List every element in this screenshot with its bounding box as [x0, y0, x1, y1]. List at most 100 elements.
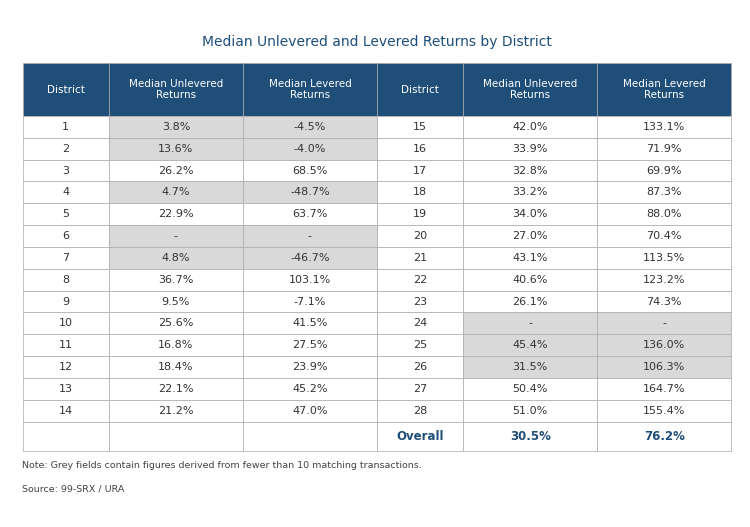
Bar	[464, 313, 597, 334]
Bar	[243, 247, 376, 269]
Bar	[109, 356, 243, 378]
Bar	[597, 203, 731, 225]
Bar	[243, 400, 376, 422]
Bar	[376, 313, 464, 334]
Bar	[376, 356, 464, 378]
Text: 4: 4	[62, 188, 69, 197]
Text: 13.6%: 13.6%	[158, 144, 194, 154]
Text: 106.3%: 106.3%	[644, 362, 686, 372]
Text: 22: 22	[413, 275, 428, 285]
Bar	[243, 225, 376, 247]
Text: 22.1%: 22.1%	[158, 384, 194, 394]
Bar	[22, 422, 109, 451]
Bar	[376, 203, 464, 225]
Bar	[464, 334, 597, 356]
Bar	[243, 290, 376, 313]
Bar	[22, 63, 109, 116]
Bar	[109, 290, 243, 313]
Text: 32.8%: 32.8%	[512, 165, 548, 175]
Bar	[109, 400, 243, 422]
Text: 25: 25	[413, 340, 428, 350]
Text: 23.9%: 23.9%	[292, 362, 328, 372]
Bar	[597, 400, 731, 422]
Text: 36.7%: 36.7%	[158, 275, 194, 285]
Bar	[464, 203, 597, 225]
Text: 41.5%: 41.5%	[292, 318, 328, 328]
Bar	[22, 290, 109, 313]
Bar	[597, 269, 731, 290]
Text: 23: 23	[413, 297, 428, 307]
Text: 10: 10	[58, 318, 73, 328]
Bar	[109, 63, 243, 116]
Text: 27: 27	[413, 384, 428, 394]
Bar	[243, 181, 376, 203]
Bar	[243, 356, 376, 378]
Bar	[109, 225, 243, 247]
Bar	[243, 63, 376, 116]
Bar	[376, 247, 464, 269]
Text: 3.8%: 3.8%	[162, 122, 190, 132]
Bar	[243, 116, 376, 138]
Text: 47.0%: 47.0%	[292, 406, 328, 416]
Bar	[464, 356, 597, 378]
Bar	[109, 313, 243, 334]
Text: Source: 99-SRX / URA: Source: 99-SRX / URA	[22, 485, 125, 494]
Bar	[109, 334, 243, 356]
Text: 31.5%: 31.5%	[513, 362, 548, 372]
Text: 9: 9	[62, 297, 69, 307]
Bar	[464, 225, 597, 247]
Bar	[376, 334, 464, 356]
Bar	[464, 63, 597, 116]
Bar	[243, 422, 376, 451]
Text: 12: 12	[58, 362, 73, 372]
Text: -4.5%: -4.5%	[294, 122, 326, 132]
Text: -: -	[174, 231, 178, 241]
Text: 71.9%: 71.9%	[646, 144, 682, 154]
Text: 8: 8	[62, 275, 69, 285]
Bar	[22, 160, 109, 181]
Bar	[597, 290, 731, 313]
Bar	[376, 378, 464, 400]
Text: 26.2%: 26.2%	[158, 165, 194, 175]
Bar	[22, 138, 109, 160]
Text: Note: Grey fields contain figures derived from fewer than 10 matching transactio: Note: Grey fields contain figures derive…	[22, 461, 422, 470]
Bar	[243, 138, 376, 160]
Bar	[243, 313, 376, 334]
Bar	[109, 247, 243, 269]
Bar	[597, 422, 731, 451]
Text: 33.2%: 33.2%	[512, 188, 548, 197]
Text: 1: 1	[62, 122, 69, 132]
Text: 27.0%: 27.0%	[512, 231, 548, 241]
Text: 25.6%: 25.6%	[158, 318, 194, 328]
Bar	[597, 138, 731, 160]
Text: 21: 21	[413, 253, 428, 263]
Text: 27.5%: 27.5%	[292, 340, 328, 350]
Text: 42.0%: 42.0%	[512, 122, 548, 132]
Text: 88.0%: 88.0%	[646, 209, 682, 219]
Text: 5: 5	[62, 209, 69, 219]
Text: 26.1%: 26.1%	[512, 297, 548, 307]
Bar	[22, 356, 109, 378]
Text: 3: 3	[62, 165, 69, 175]
Text: 76.2%: 76.2%	[644, 430, 685, 443]
Bar	[109, 269, 243, 290]
Bar	[22, 225, 109, 247]
Text: Median Levered
Returns: Median Levered Returns	[623, 79, 706, 100]
Bar	[464, 400, 597, 422]
Text: -: -	[528, 318, 532, 328]
Text: Median Unlevered
Returns: Median Unlevered Returns	[483, 79, 578, 100]
Text: 11: 11	[58, 340, 73, 350]
Text: 18.4%: 18.4%	[158, 362, 194, 372]
Bar	[109, 422, 243, 451]
Bar	[243, 269, 376, 290]
Bar	[109, 160, 243, 181]
Bar	[109, 116, 243, 138]
Text: 4.8%: 4.8%	[162, 253, 190, 263]
Text: 18: 18	[413, 188, 428, 197]
Text: 45.2%: 45.2%	[292, 384, 328, 394]
Text: 123.2%: 123.2%	[643, 275, 686, 285]
Bar	[597, 225, 731, 247]
Bar	[597, 313, 731, 334]
Text: 68.5%: 68.5%	[292, 165, 328, 175]
Bar	[243, 203, 376, 225]
